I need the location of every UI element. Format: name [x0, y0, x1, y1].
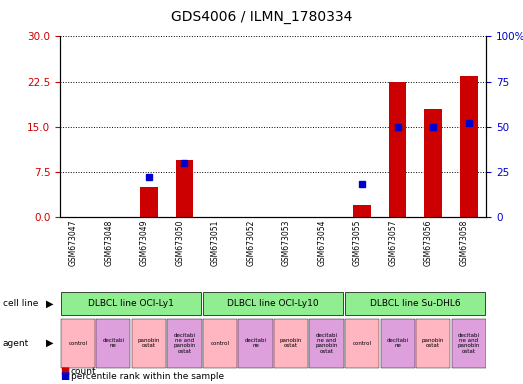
Text: decitabi
ne: decitabi ne: [245, 338, 267, 348]
Text: count: count: [71, 367, 96, 376]
Bar: [132, 319, 166, 367]
Bar: [140, 187, 158, 217]
Text: panobin
ostat: panobin ostat: [138, 338, 160, 348]
Bar: [274, 319, 308, 367]
Text: decitabi
ne and
panobin
ostat: decitabi ne and panobin ostat: [458, 333, 480, 354]
Bar: [61, 292, 201, 316]
Text: GSM673057: GSM673057: [389, 219, 397, 266]
Bar: [345, 319, 379, 367]
Text: agent: agent: [3, 339, 29, 348]
Text: cell line: cell line: [3, 299, 38, 308]
Text: control: control: [69, 341, 87, 346]
Bar: [381, 319, 415, 367]
Bar: [167, 319, 201, 367]
Text: DLBCL line Su-DHL6: DLBCL line Su-DHL6: [370, 299, 461, 308]
Bar: [96, 319, 130, 367]
Text: GSM673052: GSM673052: [246, 219, 256, 265]
Bar: [238, 319, 272, 367]
Text: ■: ■: [60, 371, 70, 381]
Bar: [61, 319, 95, 367]
Bar: [345, 292, 485, 316]
Text: ■: ■: [60, 366, 70, 376]
Bar: [424, 109, 442, 217]
Text: GSM673049: GSM673049: [140, 219, 149, 266]
Text: GSM673056: GSM673056: [424, 219, 433, 266]
Text: GSM673058: GSM673058: [460, 219, 469, 265]
Text: GDS4006 / ILMN_1780334: GDS4006 / ILMN_1780334: [171, 10, 352, 23]
Text: GSM673055: GSM673055: [353, 219, 362, 266]
Text: decitabi
ne: decitabi ne: [103, 338, 124, 348]
Text: control: control: [210, 341, 230, 346]
Bar: [176, 160, 194, 217]
Bar: [353, 205, 371, 217]
Text: GSM673048: GSM673048: [105, 219, 113, 265]
Text: GSM673051: GSM673051: [211, 219, 220, 265]
Text: GSM673054: GSM673054: [317, 219, 326, 266]
Text: ▶: ▶: [46, 299, 53, 309]
Text: panobin
ostat: panobin ostat: [280, 338, 302, 348]
Text: percentile rank within the sample: percentile rank within the sample: [71, 372, 224, 381]
Text: DLBCL line OCI-Ly1: DLBCL line OCI-Ly1: [88, 299, 174, 308]
Text: panobin
ostat: panobin ostat: [422, 338, 445, 348]
Bar: [203, 319, 237, 367]
Text: decitabi
ne and
panobin
ostat: decitabi ne and panobin ostat: [315, 333, 338, 354]
Text: control: control: [353, 341, 371, 346]
Bar: [203, 292, 343, 316]
Text: GSM673047: GSM673047: [69, 219, 78, 266]
Text: GSM673050: GSM673050: [175, 219, 185, 266]
Bar: [460, 76, 477, 217]
Text: ▶: ▶: [46, 338, 53, 348]
Bar: [310, 319, 344, 367]
Bar: [389, 82, 406, 217]
Text: GSM673053: GSM673053: [282, 219, 291, 266]
Text: decitabi
ne and
panobin
ostat: decitabi ne and panobin ostat: [173, 333, 196, 354]
Text: DLBCL line OCI-Ly10: DLBCL line OCI-Ly10: [228, 299, 319, 308]
Text: decitabi
ne: decitabi ne: [386, 338, 408, 348]
Bar: [451, 319, 486, 367]
Bar: [416, 319, 450, 367]
